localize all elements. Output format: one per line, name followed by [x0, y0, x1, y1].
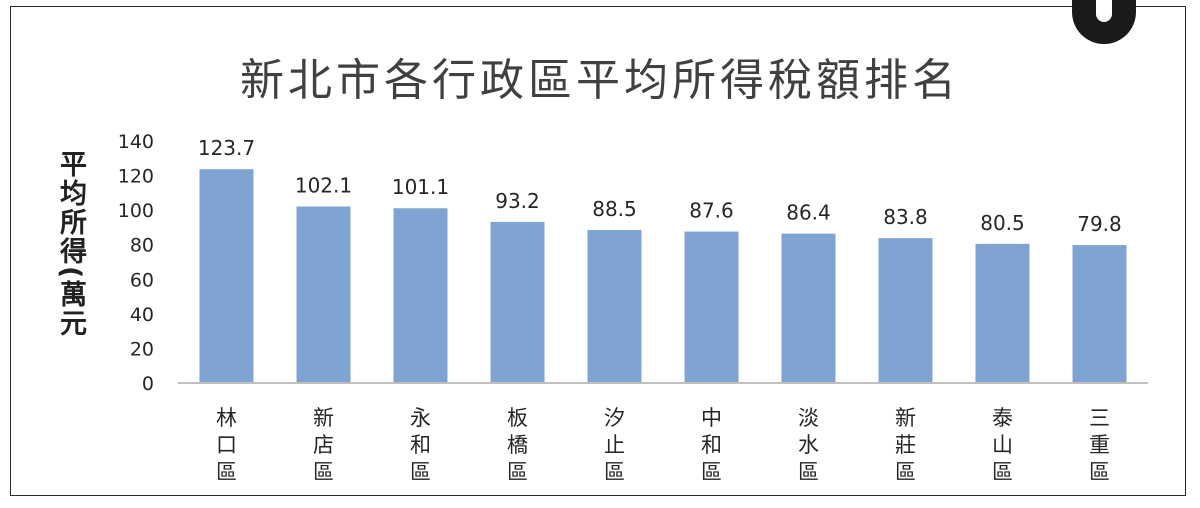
bar: [587, 230, 642, 383]
y-tick-label: 40: [130, 304, 154, 326]
bar: [1072, 245, 1127, 383]
y-tick-label: 80: [130, 235, 154, 257]
y-tick-label: 140: [118, 131, 154, 153]
data-label: 87.6: [689, 199, 734, 223]
data-label: 123.7: [198, 136, 255, 160]
y-tick-label: 0: [142, 373, 154, 395]
data-label: 86.4: [786, 201, 831, 225]
y-axis-label: 平均所得(萬元: [55, 150, 86, 339]
data-label: 101.1: [392, 175, 449, 199]
x-category-label: 淡水區: [798, 406, 819, 484]
x-category-label: 永和區: [410, 406, 431, 484]
x-category-label: 汐止區: [604, 406, 625, 484]
y-tick-label: 120: [118, 166, 154, 188]
x-category-label: 中和區: [701, 406, 722, 484]
bar: [878, 238, 933, 383]
x-category-label: 三重區: [1089, 406, 1110, 484]
data-label: 83.8: [883, 205, 928, 229]
data-label: 88.5: [592, 197, 637, 221]
y-tick-label: 60: [130, 269, 154, 291]
y-tick-label: 100: [118, 200, 154, 222]
data-label: 93.2: [495, 189, 540, 213]
bar: [296, 206, 351, 383]
corner-logo-mark: [1072, 0, 1136, 44]
bar: [684, 231, 739, 383]
bar: [393, 208, 448, 383]
x-category-label: 新莊區: [895, 406, 916, 484]
bar: [975, 243, 1030, 383]
x-category-label: 林口區: [216, 406, 237, 484]
bar: [781, 233, 836, 383]
x-category-label: 新店區: [313, 406, 334, 484]
y-tick-label: 20: [130, 338, 154, 360]
bar: [199, 169, 254, 383]
data-label: 80.5: [980, 211, 1025, 235]
data-label: 79.8: [1077, 212, 1122, 236]
chart-title: 新北市各行政區平均所得稅額排名: [240, 55, 960, 106]
data-label: 102.1: [295, 174, 352, 198]
x-category-label: 板橋區: [507, 406, 528, 484]
bar: [490, 221, 545, 383]
x-category-label: 泰山區: [992, 406, 1013, 484]
